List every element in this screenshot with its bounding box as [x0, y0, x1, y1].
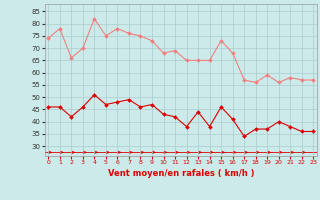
X-axis label: Vent moyen/en rafales ( km/h ): Vent moyen/en rafales ( km/h ): [108, 169, 254, 178]
